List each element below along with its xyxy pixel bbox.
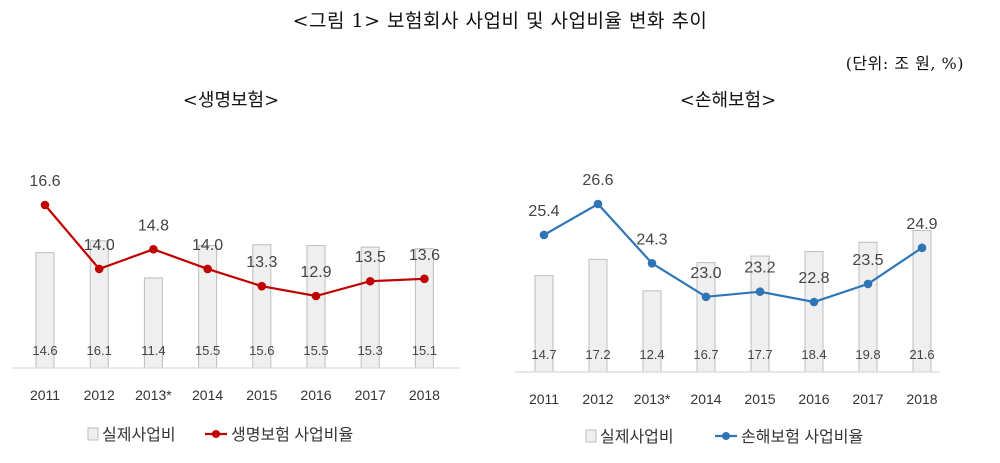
legend-line-label: 생명보험 사업비율 — [231, 426, 353, 444]
bar-value-label-2017: 15.3 — [358, 343, 383, 358]
ratio-point-2014 — [203, 264, 212, 274]
bar-value-label-2015: 17.7 — [747, 347, 772, 362]
bar-value-label-2018: 21.6 — [909, 347, 934, 362]
bar-value-label-2016: 18.4 — [801, 347, 826, 362]
x-tick-label-2016: 2016 — [300, 387, 331, 403]
ratio-point-2016 — [809, 297, 819, 307]
ratio-value-label-2016: 22.8 — [798, 270, 829, 287]
ratio-point-2012 — [593, 199, 603, 209]
ratio-value-label-2013*: 24.3 — [636, 231, 667, 248]
ratio-point-2011 — [539, 230, 549, 240]
x-tick-label-2014: 2014 — [192, 387, 223, 403]
ratio-line — [44, 204, 425, 298]
chart-title-nonlife: <손해보험> — [679, 90, 777, 111]
ratio-value-label-2017: 13.5 — [355, 249, 386, 266]
bar-value-label-2012: 17.2 — [585, 347, 610, 362]
legend-line-marker — [212, 430, 220, 438]
ratio-point-2016 — [311, 291, 321, 301]
legend-bar-swatch — [87, 427, 99, 441]
legend-bar-swatch — [585, 429, 597, 443]
x-tick-label-2017: 2017 — [852, 391, 883, 407]
ratio-point-2012 — [94, 264, 104, 274]
ratio-point-2011 — [40, 200, 50, 210]
bar-value-label-2014: 15.5 — [195, 343, 220, 358]
ratio-value-label-2014: 14.0 — [192, 237, 223, 254]
ratio-line — [543, 202, 923, 304]
x-tick-label-2011: 2011 — [30, 387, 60, 403]
bar-value-label-2017: 19.8 — [855, 347, 880, 362]
x-tick-label-2018: 2018 — [906, 391, 937, 407]
legend-bar-label: 실제사업비 — [600, 428, 674, 446]
ratio-point-2013* — [149, 244, 158, 254]
legend-line-label: 손해보험 사업비율 — [741, 428, 863, 446]
ratio-point-2014 — [701, 292, 711, 302]
ratio-point-2018 — [420, 274, 429, 284]
x-tick-label-2013*: 2013* — [135, 387, 172, 403]
ratio-value-label-2015: 13.3 — [246, 254, 277, 271]
unit-label: (단위: 조 원, %) — [845, 54, 964, 73]
x-tick-label-2018: 2018 — [409, 387, 440, 403]
x-tick-label-2011: 2011 — [529, 391, 559, 407]
ratio-value-label-2011: 16.6 — [29, 173, 60, 190]
ratio-value-label-2016: 12.9 — [300, 264, 331, 281]
ratio-value-label-2017: 23.5 — [852, 252, 883, 269]
bar-value-label-2011: 14.7 — [531, 347, 556, 362]
x-tick-label-2015: 2015 — [246, 387, 277, 403]
bar-value-label-2018: 15.1 — [412, 343, 437, 358]
ratio-value-label-2015: 23.2 — [744, 260, 775, 277]
legend-line-marker — [722, 432, 730, 440]
x-tick-label-2016: 2016 — [798, 391, 829, 407]
ratio-value-label-2014: 23.0 — [690, 265, 721, 282]
ratio-point-2015 — [257, 281, 267, 291]
bar-value-label-2013*: 11.4 — [141, 343, 165, 358]
bar-value-label-2016: 15.5 — [303, 343, 328, 358]
x-tick-label-2013*: 2013* — [634, 391, 671, 407]
x-tick-label-2017: 2017 — [355, 387, 386, 403]
ratio-value-label-2012: 14.0 — [84, 237, 115, 254]
ratio-point-2013* — [647, 259, 657, 268]
figure-title: <그림 1> 보험회사 사업비 및 사업비율 변화 추이 — [292, 10, 708, 32]
x-tick-label-2014: 2014 — [690, 391, 721, 407]
ratio-point-2015 — [755, 287, 765, 296]
ratio-point-2017 — [365, 276, 375, 286]
ratio-value-label-2011: 25.4 — [528, 203, 559, 220]
x-tick-label-2012: 2012 — [84, 387, 115, 403]
bar-value-label-2012: 16.1 — [87, 343, 112, 358]
bar-value-label-2014: 16.7 — [693, 347, 718, 362]
x-tick-label-2015: 2015 — [744, 391, 775, 407]
chart-title-life: <생명보험> — [182, 90, 280, 111]
legend-bar-label: 실제사업비 — [102, 426, 176, 444]
x-tick-label-2012: 2012 — [582, 391, 613, 407]
life-insurance-chart: 14.6 16.1 11.4 15.5 15.6 15.5 15.3 15.1 2011 2012… — [12, 173, 460, 444]
bar-value-label-2015: 15.6 — [249, 343, 274, 358]
bar-value-label-2013*: 12.4 — [639, 347, 664, 362]
ratio-value-label-2013*: 14.8 — [138, 217, 169, 234]
ratio-point-2018 — [917, 243, 927, 253]
ratio-value-label-2018: 13.6 — [409, 247, 440, 264]
bar-value-label-2011: 14.6 — [32, 343, 57, 358]
ratio-value-label-2018: 24.9 — [906, 216, 937, 233]
ratio-point-2017 — [863, 279, 873, 289]
nonlife-insurance-chart: 14.7 17.2 12.4 16.7 17.7 18.4 19.8 21.6 2011 2012… — [515, 172, 940, 446]
ratio-value-label-2012: 26.6 — [582, 172, 613, 189]
